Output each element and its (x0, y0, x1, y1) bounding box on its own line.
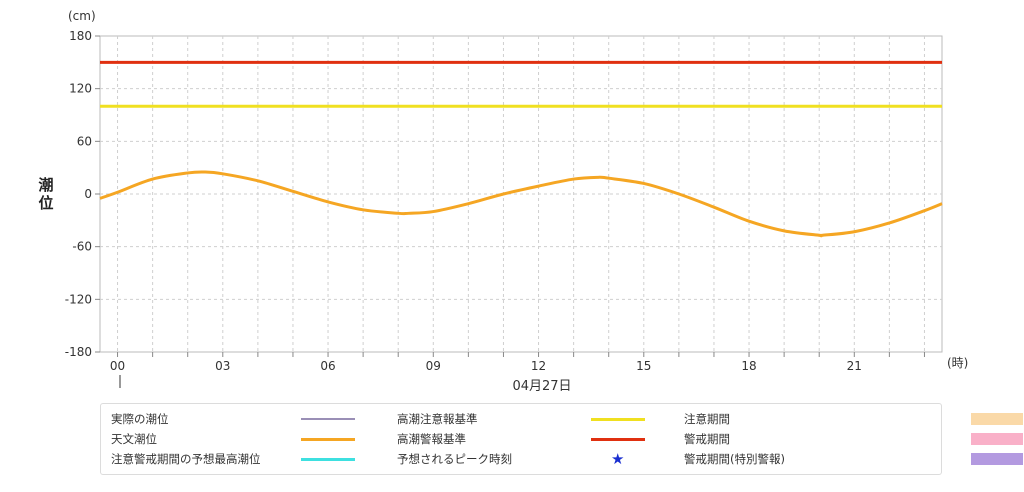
x-tick-label: 12 (531, 359, 546, 373)
x-tick-label: 18 (741, 359, 756, 373)
legend-box-swatch (971, 433, 1023, 445)
x-tick-label: 06 (320, 359, 335, 373)
series-layer (99, 170, 943, 238)
y-tick-label: 180 (69, 29, 92, 43)
legend-line-swatch (301, 418, 355, 420)
legend-item-label: 注意期間 (684, 412, 730, 426)
x-unit-label: (時) (947, 356, 968, 370)
legend-item-label: 高潮注意報基準 (397, 412, 478, 426)
x-tick-label: 03 (215, 359, 230, 373)
y-tick-label: 60 (77, 134, 92, 148)
x-tick-label: 00 (110, 359, 125, 373)
x-tick-label: 15 (636, 359, 651, 373)
y-tick-label: -180 (65, 345, 92, 359)
y-tick-label: -120 (65, 292, 92, 306)
axes: 180 120 60 0 -60 -120 -180 00 03 06 09 12 15 18 21 (65, 29, 925, 373)
legend-box-swatch (971, 413, 1023, 425)
legend-box-swatch (971, 453, 1023, 465)
legend-item-label: 天文潮位 (111, 432, 157, 446)
y-axis-label: 潮位 (38, 176, 53, 212)
x-tick-label: 21 (847, 359, 862, 373)
x-tick-label: 09 (426, 359, 441, 373)
y-tick-label: 0 (84, 187, 92, 201)
legend-item-label: 警戒期間 (684, 432, 730, 446)
series-line (99, 170, 943, 238)
date-label: 04月27日 (512, 379, 571, 394)
legend: 実際の潮位天文潮位注意警戒期間の予想最高潮位 高潮注意報基準 高潮警報基準予想される… (100, 403, 1023, 475)
legend-item-label: 予想されるピーク時刻 (397, 452, 512, 466)
legend-line-swatch (591, 438, 645, 441)
legend-line-swatch (301, 458, 355, 461)
grid-lines (100, 36, 942, 352)
legend-item-label: 注意警戒期間の予想最高潮位 (111, 452, 261, 466)
y-unit-label: (cm) (68, 9, 96, 23)
y-tick-label: -60 (72, 240, 92, 254)
y-tick-label: 120 (69, 82, 92, 96)
tide-chart: 180 120 60 0 -60 -120 -180 00 03 06 09 12 15 18 21 (cm… (38, 9, 968, 394)
legend-item-label: 高潮警報基準 (397, 432, 466, 446)
legend-line-swatch (301, 438, 355, 441)
legend-line-swatch (591, 418, 645, 421)
legend-item-label: 実際の潮位 (111, 412, 169, 426)
star-icon: ★ (611, 450, 625, 468)
legend-item-label: 警戒期間(特別警報) (684, 452, 785, 466)
reference-lines (100, 60, 942, 108)
